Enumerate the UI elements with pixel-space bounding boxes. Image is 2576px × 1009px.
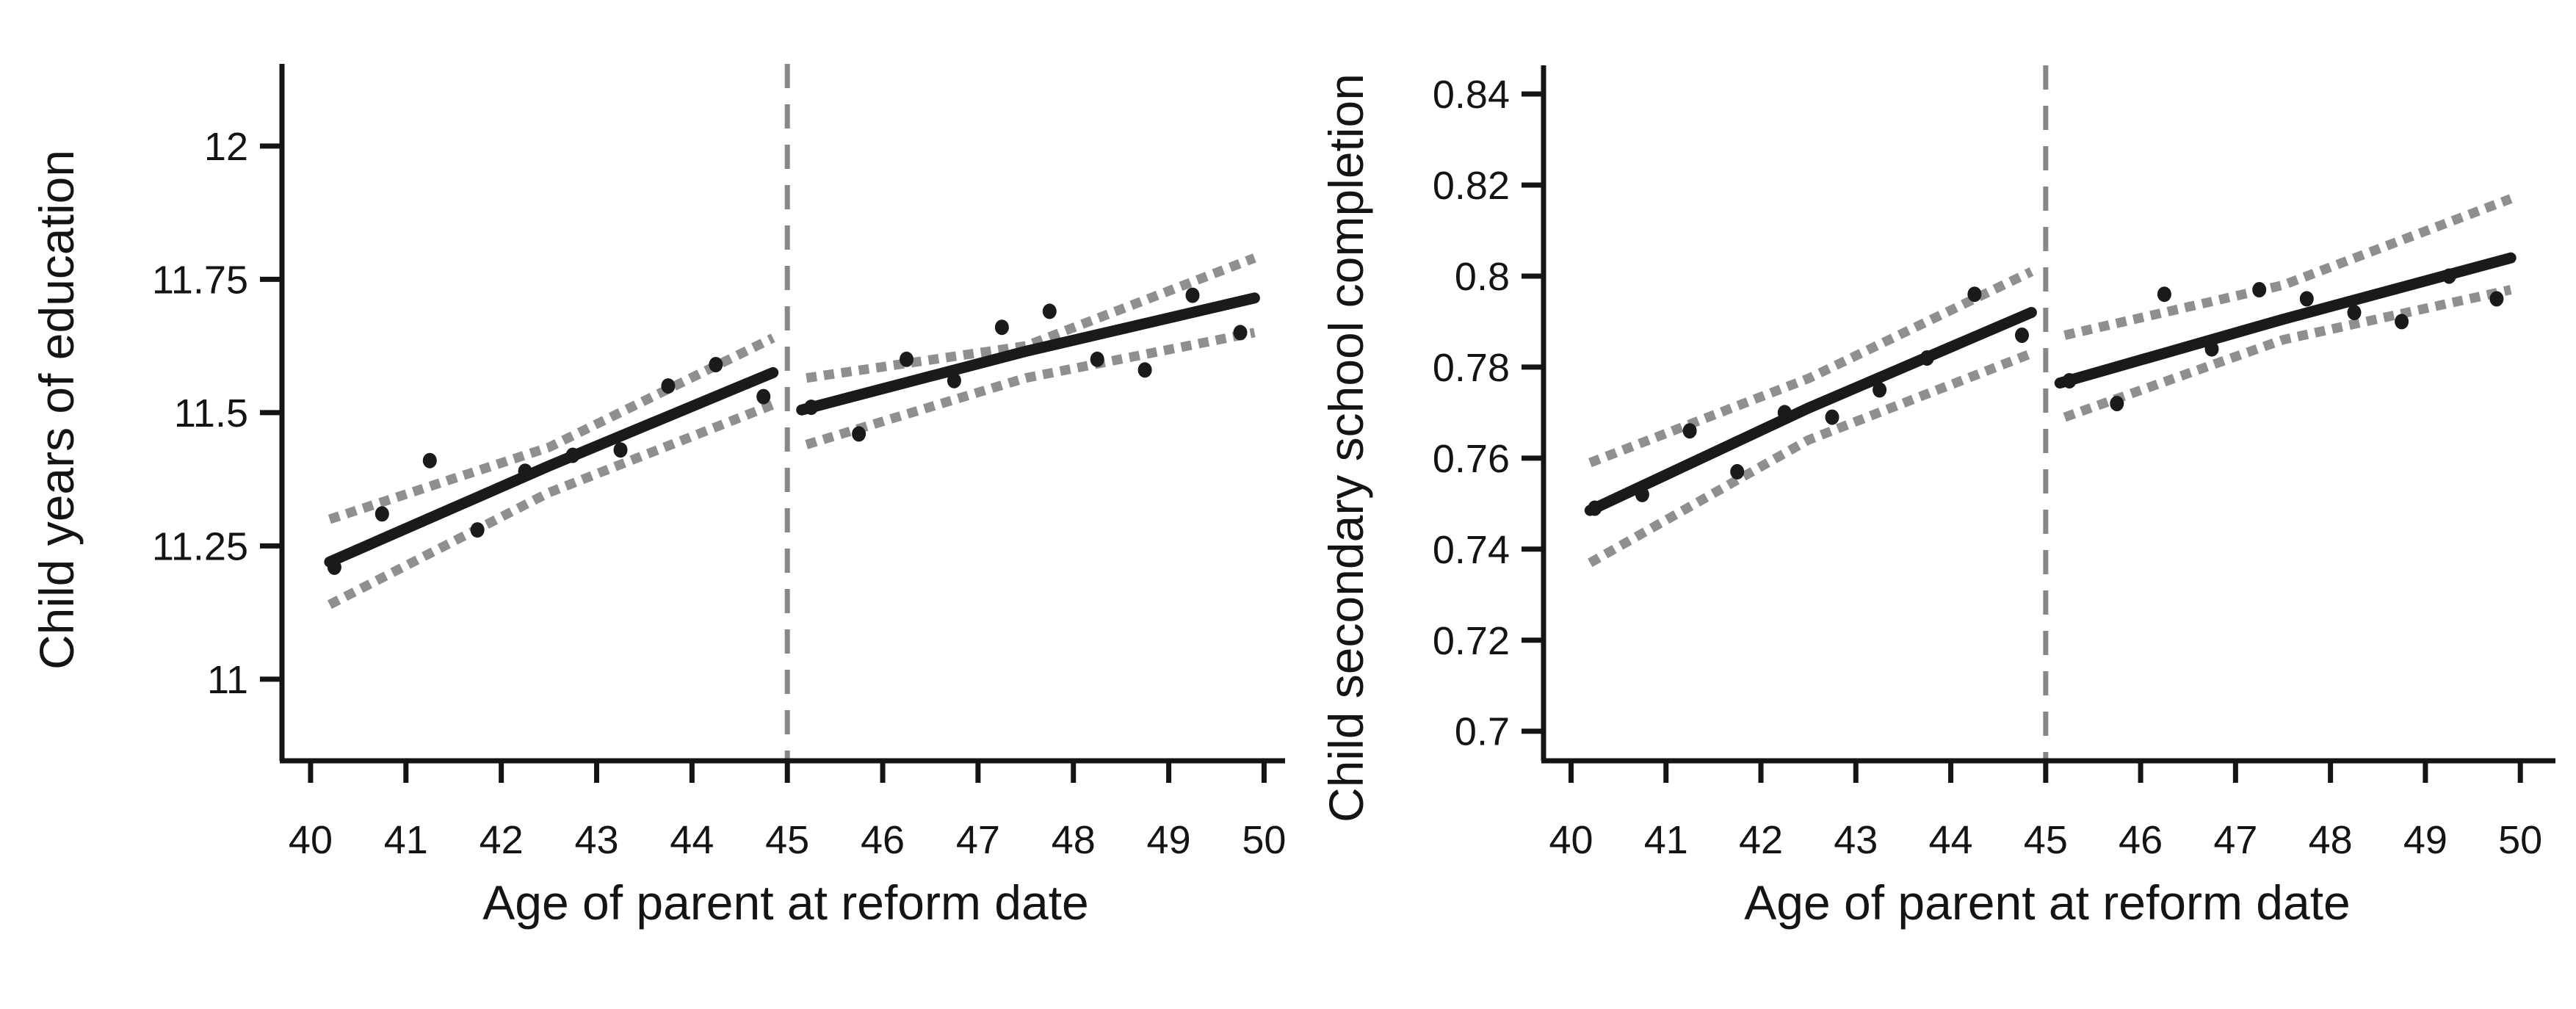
y-tick-label: 0.7	[1455, 710, 1510, 754]
right-y-axis-title: Child secondary school completion	[1319, 73, 1373, 822]
data-point-pre-cutoff	[1967, 286, 1982, 303]
data-point-post-cutoff	[1233, 325, 1248, 341]
data-point-post-cutoff	[2489, 291, 2504, 307]
x-tick-label: 45	[765, 818, 809, 862]
y-tick-label: 12	[204, 125, 248, 169]
data-point-pre-cutoff	[1920, 350, 1934, 366]
data-point-pre-cutoff	[470, 522, 485, 538]
y-tick-label: 11	[207, 658, 248, 702]
ci-upper-line-post-cutoff	[2063, 194, 2513, 340]
fit-line-pre-cutoff	[1584, 307, 2037, 516]
y-tick-label: 11.5	[174, 391, 248, 435]
data-point-post-cutoff	[804, 399, 819, 416]
data-point-post-cutoff	[2395, 314, 2409, 330]
ci-lower-line-pre-cutoff	[1588, 349, 2033, 568]
ci-lower-line-post-cutoff	[2063, 285, 2512, 422]
data-point-pre-cutoff	[2015, 328, 2029, 343]
left-y-axis-title: Child years of education	[29, 150, 84, 670]
x-tick-label: 50	[1242, 818, 1286, 862]
data-point-pre-cutoff	[1777, 405, 1792, 421]
data-point-post-cutoff	[947, 372, 961, 388]
data-point-pre-cutoff	[518, 463, 532, 480]
data-point-pre-cutoff	[565, 447, 580, 463]
x-tick-label: 40	[1549, 818, 1593, 862]
y-tick-label: 0.84	[1433, 73, 1510, 117]
x-tick-label: 42	[1739, 818, 1783, 862]
right-x-axis-title: Age of parent at reform date	[1744, 875, 2350, 930]
data-point-post-cutoff	[2442, 268, 2456, 284]
chart-left-plot-area: 12 11.75 11.5 11.25 11 40 41 42 43 44 45 46 47 48 49 50	[152, 64, 1286, 862]
x-tick-label: 43	[1834, 818, 1878, 862]
data-point-pre-cutoff	[1825, 409, 1839, 425]
data-point-post-cutoff	[2252, 282, 2267, 297]
data-point-pre-cutoff	[1730, 463, 1745, 480]
fit-line-pre-cutoff	[324, 366, 779, 568]
data-point-pre-cutoff	[709, 357, 723, 372]
x-tick-label: 46	[861, 818, 905, 862]
chart-right-plot-area: 0.84 0.82 0.8 0.78 0.76 0.74 0.72 0.7 40 41 42 43 44…	[1433, 65, 2555, 862]
fit-line-post-cutoff	[2054, 252, 2517, 389]
y-tick-label: 0.76	[1433, 437, 1510, 481]
x-tick-label: 42	[480, 818, 524, 862]
ci-lower-line-post-cutoff	[805, 328, 1256, 449]
data-point-pre-cutoff	[327, 559, 341, 575]
y-tick-label: 0.72	[1433, 619, 1510, 663]
data-point-pre-cutoff	[661, 378, 676, 394]
x-tick-label: 41	[1644, 818, 1688, 862]
fit-line-post-cutoff	[796, 292, 1260, 416]
y-tick-label: 11.75	[152, 258, 248, 302]
x-tick-label: 44	[1929, 818, 1973, 862]
data-point-post-cutoff	[1042, 303, 1057, 319]
data-point-post-cutoff	[2204, 341, 2219, 357]
x-tick-label: 40	[289, 818, 333, 862]
y-tick-label: 0.82	[1433, 164, 1510, 208]
data-point-pre-cutoff	[756, 388, 771, 405]
data-point-pre-cutoff	[1873, 382, 1887, 398]
y-tick-label: 0.8	[1455, 255, 1510, 299]
left-x-axis-title: Age of parent at reform date	[482, 875, 1088, 930]
x-tick-label: 44	[670, 818, 714, 862]
x-tick-label: 50	[2498, 818, 2542, 862]
x-tick-label: 43	[574, 818, 618, 862]
y-tick-label: 0.78	[1433, 346, 1510, 390]
x-tick-label: 49	[2403, 818, 2447, 862]
data-point-post-cutoff	[2110, 396, 2124, 411]
x-tick-label: 41	[384, 818, 428, 862]
data-point-post-cutoff	[2347, 305, 2362, 320]
x-tick-label: 47	[2213, 818, 2257, 862]
chart-child-years-of-education: 12 11.75 11.5 11.25 11 40 41 42 43 44 45 46 47 48 49 50…	[29, 64, 1286, 930]
x-tick-label: 48	[2309, 818, 2353, 862]
data-point-pre-cutoff	[1682, 423, 1697, 439]
y-tick-label: 0.74	[1433, 528, 1510, 572]
data-point-post-cutoff	[1185, 287, 1200, 303]
chart-child-secondary-school-completion: 0.84 0.82 0.8 0.78 0.76 0.74 0.72 0.7 40 41 42 43 44…	[1319, 65, 2555, 930]
ci-upper-line-pre-cutoff	[1588, 267, 2034, 468]
data-point-post-cutoff	[1137, 362, 1152, 378]
data-point-post-cutoff	[852, 426, 866, 442]
x-tick-label: 49	[1147, 818, 1191, 862]
ci-upper-line-pre-cutoff	[328, 333, 775, 524]
data-point-pre-cutoff	[613, 442, 628, 458]
data-point-post-cutoff	[900, 351, 913, 367]
ci-lower-line-pre-cutoff	[327, 399, 775, 610]
data-point-post-cutoff	[1090, 351, 1104, 367]
data-point-post-cutoff	[2157, 286, 2171, 303]
data-point-pre-cutoff	[375, 506, 389, 522]
data-point-post-cutoff	[994, 319, 1009, 336]
y-tick-label: 11.25	[152, 524, 248, 568]
x-tick-label: 46	[2119, 818, 2163, 862]
data-point-post-cutoff	[2062, 373, 2077, 388]
data-point-pre-cutoff	[1588, 500, 1602, 516]
x-tick-label: 47	[956, 818, 1000, 862]
x-tick-label: 45	[2024, 818, 2068, 862]
x-tick-label: 48	[1052, 818, 1096, 862]
data-point-pre-cutoff	[422, 452, 437, 469]
data-point-post-cutoff	[2299, 291, 2314, 307]
data-point-pre-cutoff	[1635, 486, 1649, 502]
